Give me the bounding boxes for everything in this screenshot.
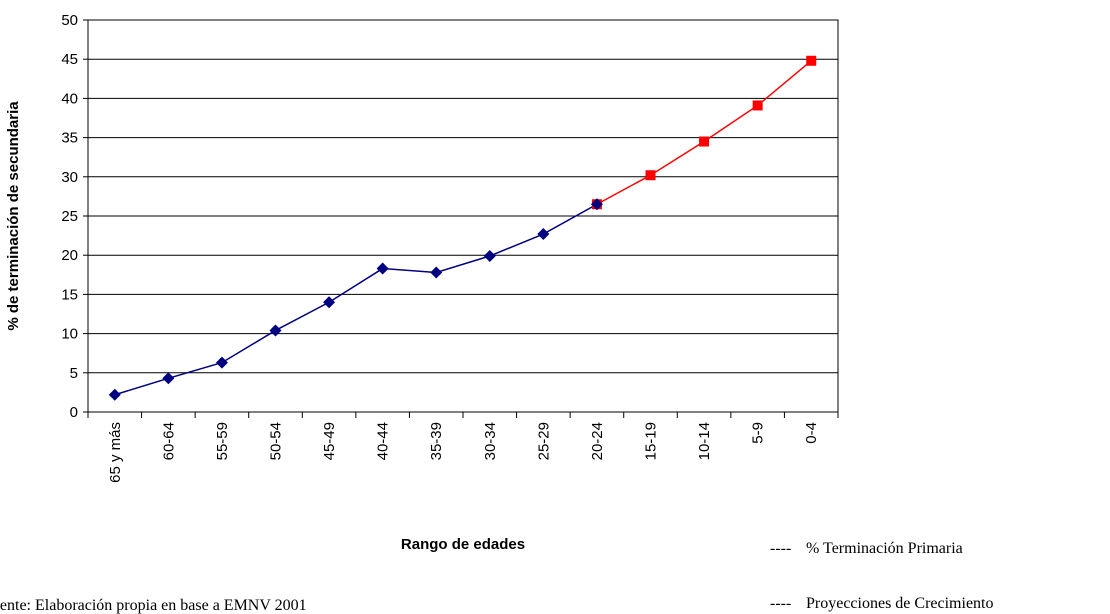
data-point bbox=[430, 266, 443, 279]
x-tick-label: 55-59 bbox=[214, 422, 231, 460]
x-tick-label: 35-39 bbox=[428, 422, 445, 460]
y-tick-label: 5 bbox=[70, 365, 78, 382]
data-point bbox=[806, 55, 817, 66]
data-point bbox=[590, 198, 603, 211]
data-point bbox=[752, 100, 763, 111]
x-axis-title: Rango de edades bbox=[401, 536, 525, 553]
x-tick-label: 0-4 bbox=[803, 422, 820, 444]
data-point bbox=[108, 388, 121, 401]
data-point bbox=[215, 356, 228, 369]
x-tick-label: 45-49 bbox=[321, 422, 338, 460]
x-tick-label: 60-64 bbox=[160, 422, 177, 460]
data-point bbox=[699, 136, 710, 147]
series-line bbox=[596, 60, 812, 205]
x-tick-label: 50-54 bbox=[268, 422, 285, 460]
y-tick-label: 45 bbox=[61, 51, 78, 68]
data-point bbox=[269, 324, 282, 337]
y-tick-label: 25 bbox=[61, 208, 78, 225]
y-tick-label: 30 bbox=[61, 169, 78, 186]
x-tick-label: 5-9 bbox=[750, 422, 767, 444]
data-point bbox=[483, 249, 496, 262]
y-tick-label: 10 bbox=[61, 326, 78, 343]
y-tick-label: 20 bbox=[61, 247, 78, 264]
data-point bbox=[376, 262, 389, 275]
data-point bbox=[537, 228, 550, 241]
data-point bbox=[645, 170, 656, 181]
y-axis-title: % de terminación de secundaria bbox=[5, 101, 22, 331]
legend-marker: ---- bbox=[770, 540, 791, 557]
x-tick-label: 20-24 bbox=[589, 422, 606, 460]
source-note: Fuente: Elaboración propia en base a EMN… bbox=[0, 597, 307, 614]
y-tick-label: 0 bbox=[70, 404, 78, 421]
legend-label: Proyecciones de Crecimiento bbox=[806, 595, 994, 612]
data-point bbox=[162, 372, 175, 385]
legend-marker: ---- bbox=[770, 595, 791, 612]
y-tick-label: 15 bbox=[61, 286, 78, 303]
legend-label: % Terminación Primaria bbox=[806, 540, 963, 557]
x-tick-label: 65 y más bbox=[107, 422, 124, 483]
x-tick-label: 15-19 bbox=[643, 422, 660, 460]
y-tick-label: 40 bbox=[61, 90, 78, 107]
x-tick-label: 10-14 bbox=[696, 422, 713, 460]
y-tick-label: 50 bbox=[61, 12, 78, 29]
x-tick-label: 30-34 bbox=[482, 422, 499, 460]
data-point bbox=[323, 296, 336, 309]
series-line bbox=[114, 203, 598, 396]
x-tick-label: 40-44 bbox=[375, 422, 392, 460]
y-tick-label: 35 bbox=[61, 130, 78, 147]
x-tick-label: 25-29 bbox=[535, 422, 552, 460]
